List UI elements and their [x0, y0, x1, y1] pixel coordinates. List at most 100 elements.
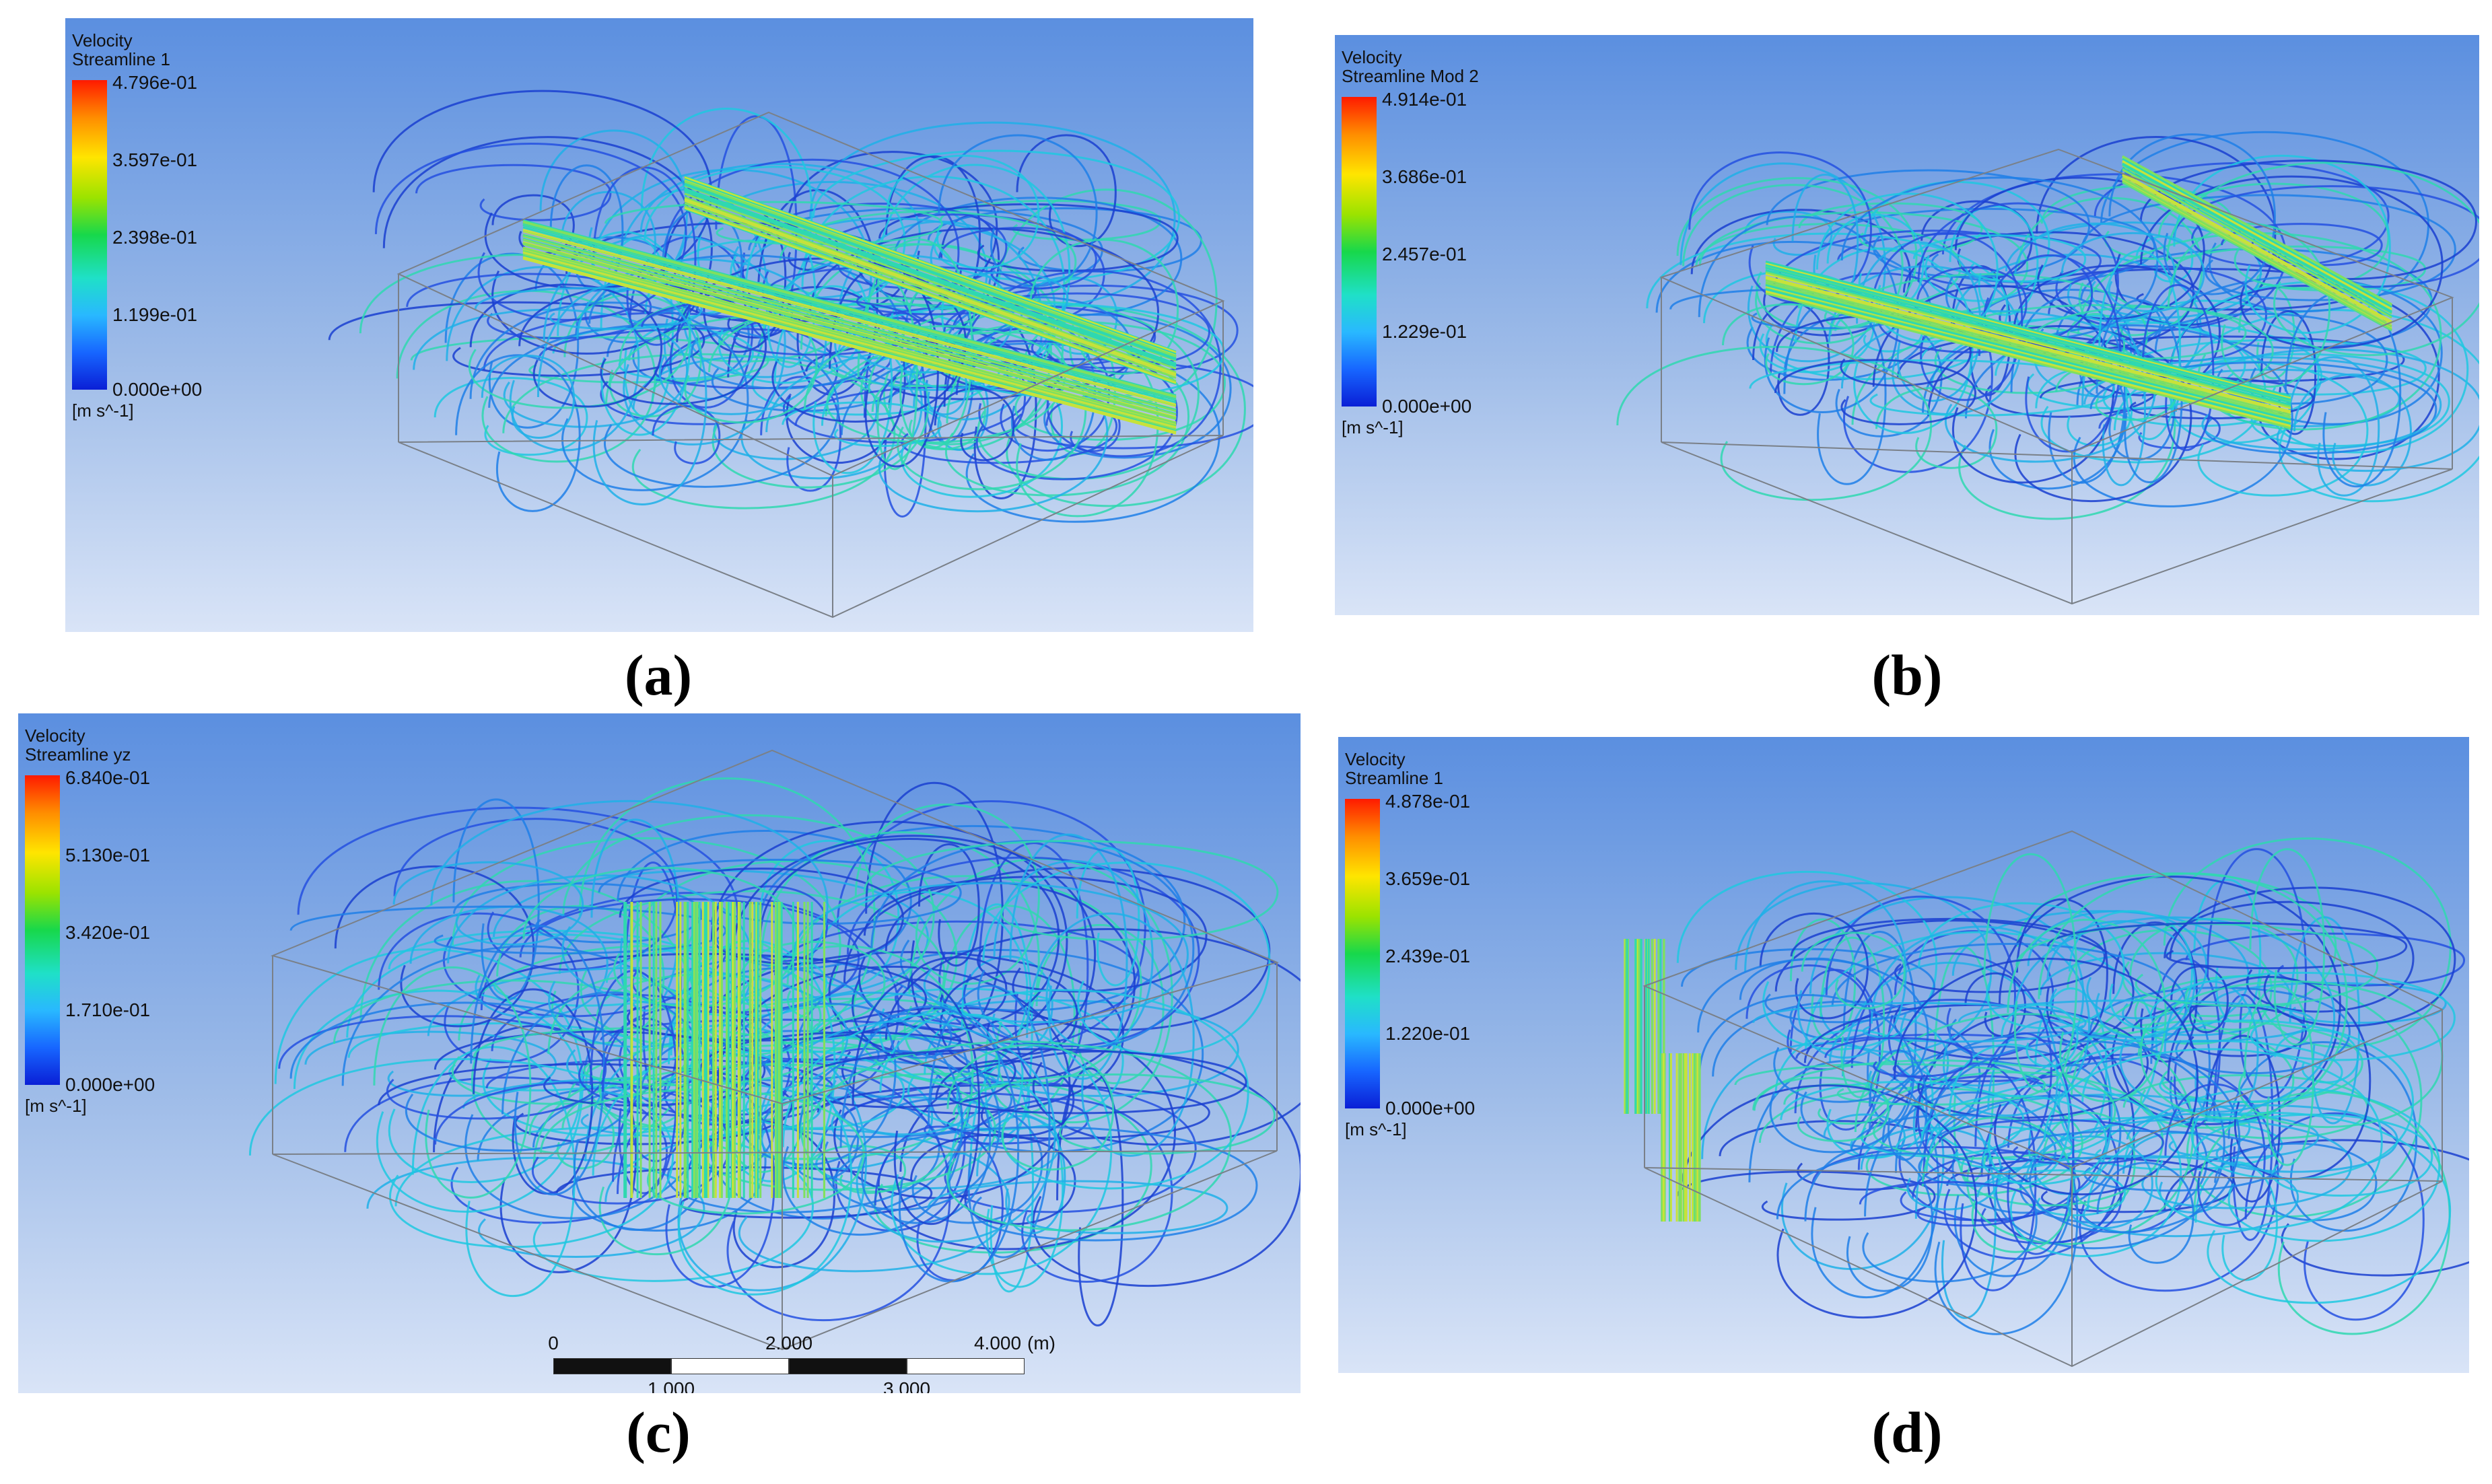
streamline	[1801, 931, 1906, 1010]
streamline	[1774, 919, 2135, 1060]
streamline-jet	[522, 253, 1177, 431]
streamline	[1776, 315, 1972, 387]
streamline	[488, 323, 839, 488]
streamline-jet	[1765, 292, 2291, 429]
caption-d: (d)	[1871, 1400, 1943, 1464]
streamline	[907, 956, 1008, 1020]
streamline-jet	[522, 221, 1177, 398]
streamline	[278, 1015, 607, 1120]
legend-tick: 2.457e-01	[1382, 244, 1467, 264]
streamline	[473, 1027, 808, 1086]
streamline	[2170, 965, 2229, 1034]
streamline	[496, 905, 665, 1045]
panel-d-legend: Velocity Streamline 1 4.878e-01 3.659e-0…	[1345, 750, 1560, 1168]
streamline	[918, 843, 980, 967]
streamline	[293, 989, 582, 1183]
streamline	[2244, 985, 2314, 1166]
streamline-jet	[522, 230, 1177, 407]
streamline	[2194, 1161, 2278, 1281]
streamline	[934, 388, 1015, 462]
streamline	[1749, 359, 2116, 417]
streamline	[629, 236, 754, 409]
streamline	[843, 882, 1136, 1080]
legend-tick: 3.659e-01	[1385, 868, 1471, 889]
streamline	[2169, 285, 2440, 460]
streamline	[693, 1002, 963, 1236]
streamline	[773, 920, 1140, 1028]
streamline	[2140, 175, 2444, 349]
streamline	[2001, 1003, 2079, 1067]
streamline	[878, 203, 1179, 272]
streamline	[2046, 920, 2196, 1039]
streamline	[2013, 264, 2221, 396]
streamline	[2081, 1020, 2415, 1180]
caption-b: (b)	[1871, 643, 1943, 707]
streamline	[1056, 1067, 1124, 1327]
panel-c-domain-box	[270, 749, 1280, 1351]
streamline	[910, 320, 1226, 441]
streamline	[699, 1031, 1016, 1108]
streamline	[537, 283, 707, 505]
streamline	[1676, 1170, 1936, 1221]
streamline-jet	[684, 176, 1177, 353]
streamline-jet	[522, 228, 1177, 406]
streamline	[683, 1120, 835, 1269]
streamline-jet	[684, 207, 1177, 384]
streamline	[1859, 1180, 2036, 1227]
streamline	[2093, 162, 2390, 268]
legend-tick: 1.710e-01	[65, 999, 151, 1020]
legend-tick: 0.000e+00	[1382, 396, 1472, 417]
streamline	[481, 354, 575, 439]
streamline	[2227, 1041, 2418, 1232]
streamline	[1678, 1084, 1978, 1319]
streamline-jet	[684, 180, 1177, 357]
legend-tick: 5.130e-01	[65, 845, 151, 865]
streamline	[962, 955, 1053, 1050]
streamline	[1938, 1119, 2164, 1165]
streamline-jet	[684, 178, 1177, 355]
legend-title: Velocity	[1345, 749, 1406, 769]
streamline	[470, 924, 605, 1196]
legend-colorbar	[1345, 799, 1380, 1108]
streamline	[820, 1081, 1197, 1213]
streamline	[1016, 134, 1117, 248]
streamline	[2169, 886, 2456, 1027]
caption-c: (c)	[626, 1400, 691, 1464]
streamline-jet	[684, 187, 1177, 365]
legend-subtitle: Streamline 1	[72, 49, 170, 69]
legend-tick: 6.840e-01	[65, 767, 151, 788]
streamline	[359, 254, 691, 409]
streamline	[518, 284, 767, 405]
streamline	[938, 227, 1097, 290]
streamline	[863, 840, 1279, 941]
scale-segment	[553, 1358, 671, 1374]
streamline	[1923, 1061, 2037, 1292]
streamline	[759, 839, 900, 988]
streamline	[1009, 833, 1128, 1080]
streamline-jet	[2122, 157, 2392, 308]
panel-b-render: Velocity Streamline Mod 2 4.914e-01 3.68…	[1335, 35, 2479, 615]
streamline-jet	[1765, 262, 2291, 399]
streamline-jet	[522, 256, 1177, 433]
streamline-jet	[684, 205, 1177, 382]
streamline	[474, 287, 703, 330]
streamline	[1029, 238, 1179, 375]
streamline	[2244, 1112, 2425, 1321]
panel-a-render: Velocity Streamline 1 4.796e-01 3.597e-0…	[65, 18, 1253, 632]
streamline	[2007, 919, 2167, 1102]
streamline	[1745, 964, 1872, 1071]
legend-title: Velocity	[72, 30, 133, 50]
streamline-jet	[684, 192, 1177, 370]
streamline	[1958, 999, 2315, 1043]
legend-colorbar	[72, 80, 107, 390]
streamline-jet	[684, 184, 1177, 362]
streamline	[847, 1097, 1043, 1224]
legend-tick: 1.229e-01	[1382, 321, 1467, 342]
panel-a-legend: Velocity Streamline 1 4.796e-01 3.597e-0…	[72, 32, 287, 449]
streamline	[832, 1126, 1258, 1242]
streamline	[1983, 853, 2078, 1093]
streamline	[480, 892, 900, 1123]
scale-segment	[907, 1358, 1025, 1374]
panel-a-streamlines	[328, 90, 1253, 619]
streamline	[469, 283, 663, 408]
